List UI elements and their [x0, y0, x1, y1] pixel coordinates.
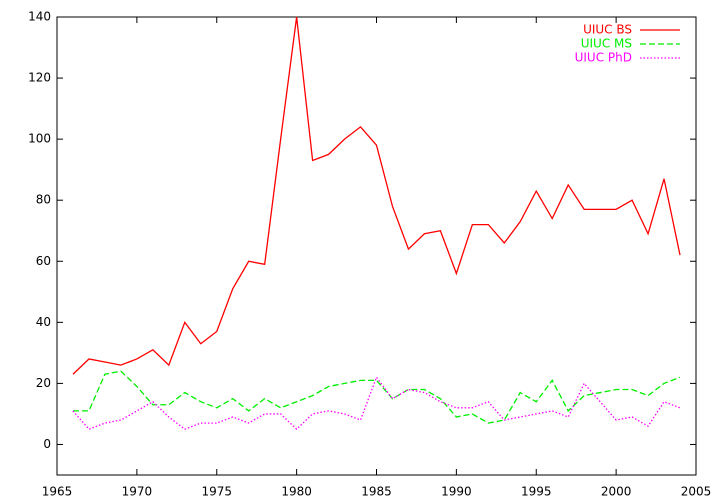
y-tick-label: 120: [28, 71, 51, 85]
y-tick-label: 60: [36, 254, 51, 268]
series-line: [72, 370, 681, 424]
y-tick-label: 140: [28, 10, 51, 24]
x-tick-label: 2005: [681, 485, 712, 499]
y-tick-label: 20: [36, 376, 51, 390]
x-tick-label: 1975: [201, 485, 232, 499]
x-tick-label: 2000: [601, 485, 632, 499]
x-tick-label: 1985: [361, 485, 392, 499]
x-tick-label: 1990: [441, 485, 472, 499]
x-tick-label: 1970: [122, 485, 153, 499]
y-tick-label: 40: [36, 315, 51, 329]
y-tick-label: 100: [28, 132, 51, 146]
legend-label: UIUC PhD: [575, 51, 632, 65]
series-line: [72, 375, 681, 431]
x-tick-label: 1995: [521, 485, 552, 499]
legend-label: UIUC MS: [581, 37, 632, 51]
series-line: [72, 16, 681, 375]
x-tick-label: 1965: [42, 485, 73, 499]
plot-frame: [56, 16, 697, 476]
y-tick-label: 80: [36, 193, 51, 207]
x-tick-label: 1980: [281, 485, 312, 499]
legend-label: UIUC BS: [583, 23, 632, 37]
y-tick-label: 0: [43, 437, 51, 451]
